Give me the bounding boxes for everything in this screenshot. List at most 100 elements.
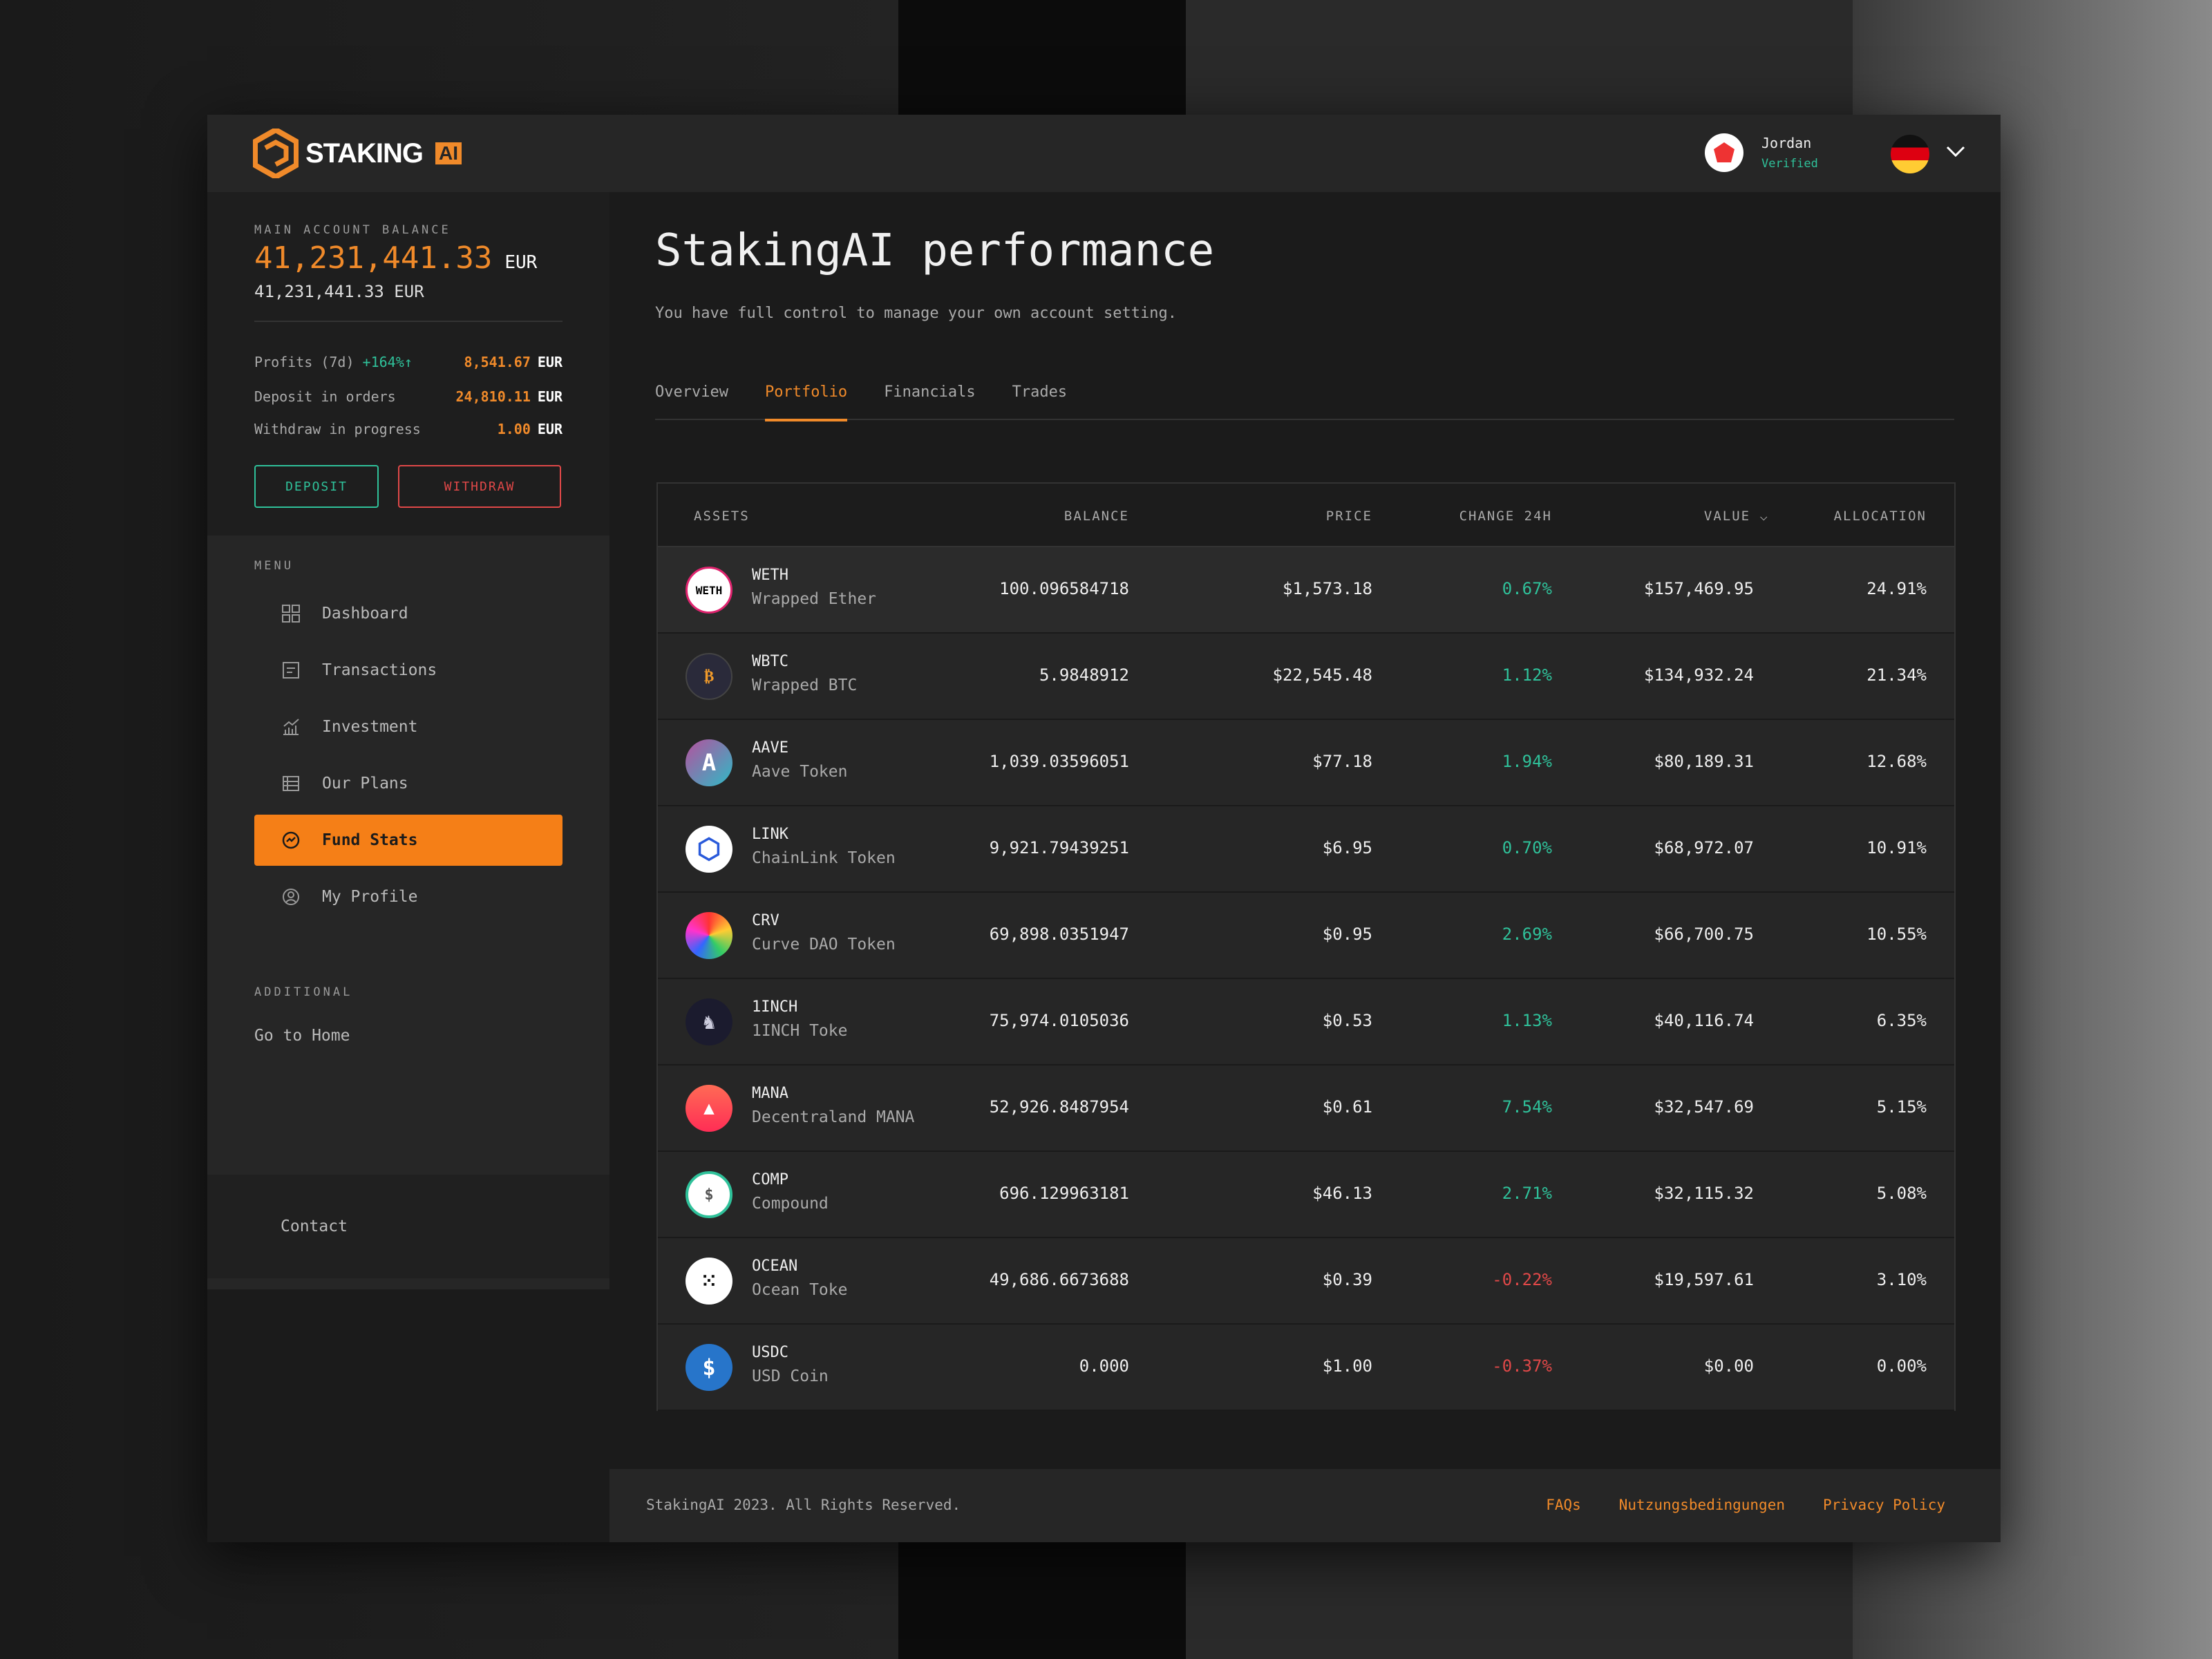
table-row[interactable]: ⬡ LINK ChainLink Token 9,921.79439251 $6… <box>658 806 1954 893</box>
contact-link[interactable]: Contact <box>281 1217 348 1235</box>
asset-balance: 75,974.0105036 <box>989 1011 1129 1030</box>
asset-symbol: AAVE <box>752 739 788 757</box>
asset-name: 1INCH Toke <box>752 1022 848 1040</box>
sidebar-item-investment[interactable]: Investment <box>254 701 563 752</box>
privacy-policy-link[interactable]: Privacy Policy <box>1822 1497 1945 1513</box>
plans-icon <box>283 776 299 791</box>
page-title: StakingAI performance <box>655 225 1215 276</box>
asset-allocation: 10.91% <box>1866 838 1927 857</box>
menu-label: MENU <box>254 559 294 573</box>
tab-trades[interactable]: Trades <box>1012 383 1068 401</box>
account-balance: 41,231,441.33 EUR <box>254 240 538 276</box>
asset-name: Compound <box>752 1195 829 1213</box>
asset-value: $32,115.32 <box>1654 1184 1755 1203</box>
asset-value: $19,597.61 <box>1654 1270 1755 1289</box>
asset-price: $0.39 <box>1322 1270 1372 1289</box>
chart-icon <box>283 719 299 735</box>
asset-price: $1.00 <box>1322 1356 1372 1376</box>
col-value[interactable]: VALUE ⌵ <box>1703 509 1769 524</box>
tab-overview[interactable]: Overview <box>655 383 728 401</box>
col-price[interactable]: PRICE <box>1325 509 1372 524</box>
asset-allocation: 10.55% <box>1866 925 1927 944</box>
col-balance[interactable]: BALANCE <box>1064 509 1129 524</box>
asset-name: USD Coin <box>752 1367 829 1385</box>
asset-symbol: USDC <box>752 1344 788 1361</box>
table-row[interactable]: A AAVE Aave Token 1,039.03596051 $77.18 … <box>658 720 1954 806</box>
asset-value: $32,547.69 <box>1654 1097 1755 1117</box>
asset-price: $1,573.18 <box>1282 579 1372 598</box>
user-name: Jordan <box>1761 135 1812 151</box>
sidebar-item-fund-stats[interactable]: Fund Stats <box>254 815 563 866</box>
asset-value: $134,932.24 <box>1644 665 1754 685</box>
tab-financials[interactable]: Financials <box>884 383 976 401</box>
col-allocation[interactable]: ALLOCATION <box>1833 509 1927 524</box>
sidebar-item-dashboard[interactable]: Dashboard <box>254 588 563 639</box>
terms-link[interactable]: Nutzungsbedingungen <box>1618 1497 1785 1513</box>
asset-price: $6.95 <box>1322 838 1372 857</box>
copyright: StakingAI 2023. All Rights Reserved. <box>646 1497 961 1513</box>
asset-allocation: 3.10% <box>1876 1270 1927 1289</box>
chevron-down-icon[interactable] <box>1945 141 1966 162</box>
account-balance-secondary: 41,231,441.33 EUR <box>254 282 424 301</box>
asset-change: 7.54% <box>1502 1097 1552 1117</box>
asset-balance: 52,926.8487954 <box>989 1097 1129 1117</box>
sidebar-menu <box>207 535 609 1289</box>
receipt-icon <box>283 662 299 679</box>
bitcoin-icon: ₿ <box>686 653 732 700</box>
asset-value: $157,469.95 <box>1644 579 1754 598</box>
compound-icon: $ <box>686 1171 732 1218</box>
deposit-button[interactable]: DEPOSIT <box>254 465 379 508</box>
asset-name: ChainLink Token <box>752 849 896 867</box>
asset-change: -0.22% <box>1492 1270 1552 1289</box>
table-row[interactable]: $ USDC USD Coin 0.000 $1.00 -0.37% $0.00… <box>658 1325 1954 1411</box>
account-label: MAIN ACCOUNT BALANCE <box>254 223 451 237</box>
col-change[interactable]: CHANGE 24H <box>1459 509 1552 524</box>
user-menu[interactable]: Jordan Verified <box>1705 133 1818 172</box>
tab-portfolio[interactable]: Portfolio <box>764 379 848 421</box>
mana-icon: ▲ <box>686 1085 732 1132</box>
asset-price: $22,545.48 <box>1272 665 1373 685</box>
table-row[interactable]: ♞ 1INCH 1INCH Toke 75,974.0105036 $0.53 … <box>658 979 1954 1065</box>
asset-change: -0.37% <box>1492 1356 1552 1376</box>
asset-change: 1.12% <box>1502 665 1552 685</box>
table-row[interactable]: CRV Curve DAO Token 69,898.0351947 $0.95… <box>658 893 1954 979</box>
asset-balance: 5.9848912 <box>1039 665 1129 685</box>
asset-price: $46.13 <box>1312 1184 1372 1203</box>
stat-withdraw: Withdraw in progress 1.00 EUR <box>254 421 563 437</box>
stat-profits: Profits (7d) +164%↑ 8,541.67 EUR <box>254 354 563 370</box>
table-row[interactable]: ₿ WBTC Wrapped BTC 5.9848912 $22,545.48 … <box>658 634 1954 720</box>
asset-name: Ocean Toke <box>752 1281 848 1299</box>
asset-allocation: 0.00% <box>1876 1356 1927 1376</box>
table-row[interactable]: ⁙ OCEAN Ocean Toke 49,686.6673688 $0.39 … <box>658 1238 1954 1325</box>
table-row[interactable]: ▲ MANA Decentraland MANA 52,926.8487954 … <box>658 1065 1954 1152</box>
germany-flag-icon[interactable] <box>1891 135 1929 173</box>
grid-icon <box>282 605 300 623</box>
divider <box>254 321 563 322</box>
profile-icon <box>283 889 299 905</box>
col-assets[interactable]: ASSETS <box>694 509 750 524</box>
sidebar-item-our-plans[interactable]: Our Plans <box>254 758 563 809</box>
app-window: STAKING AI Jordan Verified MAIN ACCOUNT B… <box>207 115 2001 1542</box>
table-row[interactable]: $ COMP Compound 696.129963181 $46.13 2.7… <box>658 1152 1954 1238</box>
usdc-icon: $ <box>686 1344 732 1391</box>
table-row[interactable]: WETH WETH Wrapped Ether 100.096584718 $1… <box>658 547 1954 634</box>
portfolio-table: ASSETS BALANCE PRICE CHANGE 24H VALUE ⌵ … <box>656 482 1956 1411</box>
sidebar-item-transactions[interactable]: Transactions <box>254 645 563 696</box>
asset-allocation: 24.91% <box>1866 579 1927 598</box>
sidebar-item-my-profile[interactable]: My Profile <box>254 871 563 922</box>
asset-name: Wrapped BTC <box>752 676 858 694</box>
logo[interactable]: STAKING AI <box>253 129 462 178</box>
asset-change: 2.71% <box>1502 1184 1552 1203</box>
asset-balance: 1,039.03596051 <box>989 752 1129 771</box>
asset-symbol: COMP <box>752 1171 788 1188</box>
withdraw-button[interactable]: WITHDRAW <box>398 465 561 508</box>
asset-balance: 100.096584718 <box>999 579 1129 598</box>
asset-symbol: CRV <box>752 912 779 929</box>
asset-symbol: LINK <box>752 826 788 843</box>
asset-balance: 9,921.79439251 <box>989 838 1129 857</box>
go-to-home-link[interactable]: Go to Home <box>254 1027 350 1045</box>
asset-balance: 696.129963181 <box>999 1184 1129 1203</box>
asset-balance: 69,898.0351947 <box>989 925 1129 944</box>
asset-balance: 49,686.6673688 <box>989 1270 1129 1289</box>
faqs-link[interactable]: FAQs <box>1546 1497 1581 1513</box>
